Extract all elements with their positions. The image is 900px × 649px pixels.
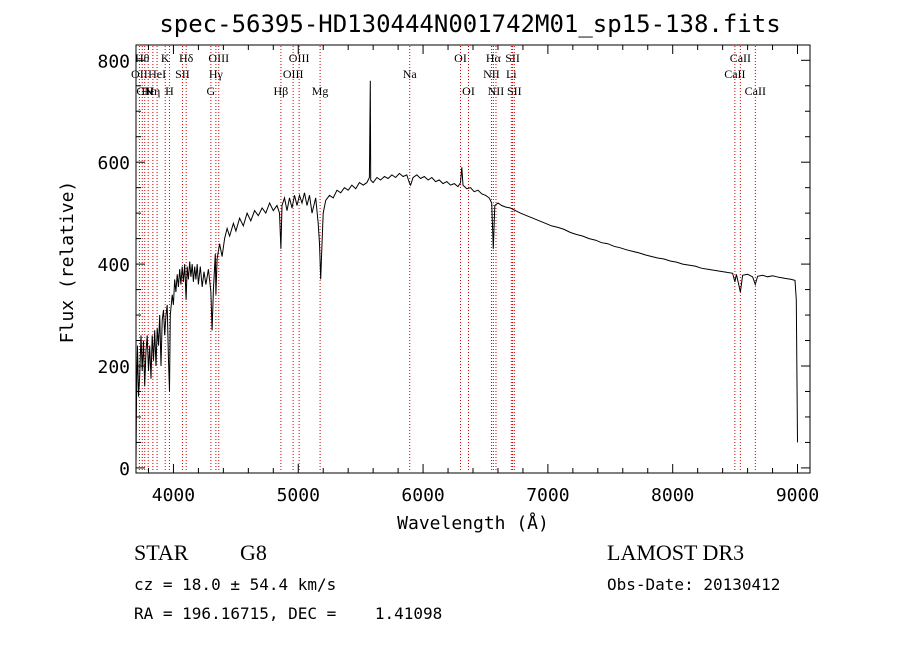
line-label: NII [488, 84, 505, 98]
chart-title: spec-56395-HD130444N001742M01_sp15-138.f… [159, 10, 780, 38]
line-label: OI [462, 84, 475, 98]
y-axis-label: Flux (relative) [57, 181, 78, 344]
line-label: Hδ [179, 51, 194, 65]
line-label: OIII [289, 51, 310, 65]
line-label: Hθ [135, 51, 150, 65]
line-label: Hε [141, 84, 155, 98]
line-label: Mg [312, 84, 329, 98]
y-tick-label: 0 [119, 459, 130, 480]
line-label: H [165, 84, 174, 98]
line-label: SII [505, 51, 520, 65]
y-tick-label: 800 [97, 51, 130, 72]
plot-frame [135, 44, 811, 474]
x-tick-label: 7000 [526, 485, 569, 506]
line-label: Li [506, 67, 517, 81]
y-tick-label: 600 [97, 153, 130, 174]
y-tick-label: 200 [97, 357, 130, 378]
line-label: SII [175, 67, 190, 81]
line-labels: OIIHθCNHεHηHeIKHSIIHδGHγOIIIHβOIIIOIIIMg… [131, 51, 766, 98]
y-tick-label: 400 [97, 255, 130, 276]
line-label: Hα [486, 51, 502, 65]
ra-dec: RA = 196.16715, DEC = 1.41098 [134, 604, 442, 623]
object-subclass: G8 [240, 540, 267, 565]
line-label: Hγ [209, 67, 224, 81]
line-label: HeI [148, 67, 166, 81]
line-label: CaII [724, 67, 745, 81]
x-tick-label: 6000 [401, 485, 444, 506]
line-label: SII [507, 84, 522, 98]
line-label: OII [131, 67, 148, 81]
line-label: K [161, 51, 170, 65]
line-label: CaII [730, 51, 751, 65]
x-axis-ticks: 4000 5000 6000 7000 8000 9000 [147, 45, 819, 506]
line-label: OIII [283, 67, 304, 81]
line-label: G [207, 84, 216, 98]
line-label: OI [454, 51, 467, 65]
x-axis-label: Wavelength (Å) [397, 512, 549, 534]
obs-date: Obs-Date: 20130412 [607, 575, 780, 594]
redshift-info: cz = 18.0 ± 54.4 km/s [134, 575, 336, 594]
spectrum-line [135, 80, 798, 463]
line-label: Hβ [274, 84, 289, 98]
survey-name: LAMOST DR3 [607, 540, 744, 565]
line-label: Hη [145, 84, 160, 98]
y-axis-ticks: 0 200 400 600 800 [97, 51, 810, 480]
line-label: Na [403, 67, 418, 81]
x-tick-label: 8000 [651, 485, 694, 506]
x-tick-label: 4000 [152, 485, 195, 506]
x-tick-label: 5000 [277, 485, 320, 506]
object-class: STAR [134, 540, 189, 565]
line-label: NII [483, 67, 500, 81]
line-label: OIII [208, 51, 229, 65]
line-markers [138, 46, 756, 472]
line-label: CaII [745, 84, 766, 98]
x-tick-label: 9000 [776, 485, 819, 506]
line-label: CN [136, 84, 153, 98]
